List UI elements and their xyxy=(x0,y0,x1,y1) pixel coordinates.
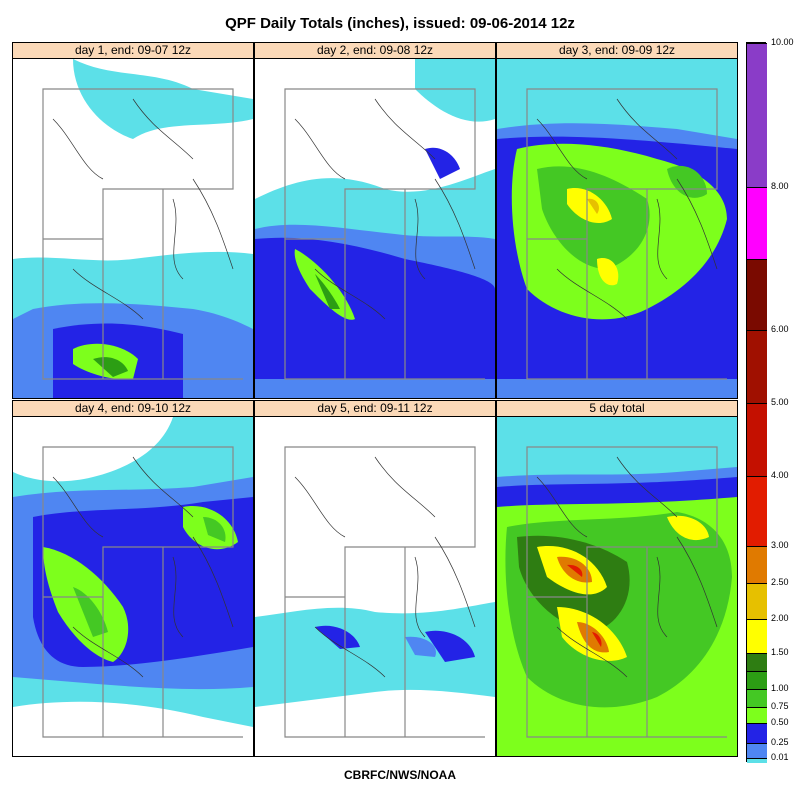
legend-swatch xyxy=(747,671,767,689)
panel-day-5: day 5, end: 09-11 12z xyxy=(254,400,496,757)
color-legend-bar xyxy=(746,42,767,763)
panel-day-3: day 3, end: 09-09 12z xyxy=(496,42,738,399)
legend-tick-label: 6.00 xyxy=(771,324,789,334)
footer-credit: CBRFC/NWS/NOAA xyxy=(344,768,456,782)
legend-swatch xyxy=(747,653,767,671)
panel-5-day-total-map xyxy=(497,417,737,756)
legend-tick-label: 2.50 xyxy=(771,577,789,587)
legend-swatch xyxy=(747,330,767,403)
legend-tick-label: 1.00 xyxy=(771,683,789,693)
panel-day-5-map xyxy=(255,417,495,756)
panel-day-2: day 2, end: 09-08 12z xyxy=(254,42,496,399)
legend-tick-label: 0.75 xyxy=(771,701,789,711)
panel-day-2-map xyxy=(255,59,495,398)
legend-swatch xyxy=(747,259,767,330)
legend-tick-label: 3.00 xyxy=(771,540,789,550)
legend-swatch xyxy=(747,743,767,758)
panel-day-4: day 4, end: 09-10 12z xyxy=(12,400,254,757)
legend-swatch xyxy=(747,476,767,546)
legend-swatch xyxy=(747,723,767,743)
legend-tick-label: 0.25 xyxy=(771,737,789,747)
legend-tick-label: 1.50 xyxy=(771,647,789,657)
panel-day-3-map xyxy=(497,59,737,398)
panel-day-5-header: day 5, end: 09-11 12z xyxy=(255,401,495,417)
panel-day-4-header: day 4, end: 09-10 12z xyxy=(13,401,253,417)
legend-tick-label: 0.50 xyxy=(771,717,789,727)
legend-tick-label: 8.00 xyxy=(771,181,789,191)
legend-tick-label: 0.01 xyxy=(771,752,789,762)
panel-5-day-total: 5 day total xyxy=(496,400,738,757)
panel-day-2-header: day 2, end: 09-08 12z xyxy=(255,43,495,59)
legend-swatch xyxy=(747,758,767,763)
panel-5-day-total-header: 5 day total xyxy=(497,401,737,417)
panel-day-3-header: day 3, end: 09-09 12z xyxy=(497,43,737,59)
legend-swatch xyxy=(747,619,767,653)
legend-swatch xyxy=(747,583,767,619)
panel-day-4-map xyxy=(13,417,253,756)
chart-title: QPF Daily Totals (inches), issued: 09-06… xyxy=(225,15,575,32)
legend-tick-label: 10.00 xyxy=(771,37,794,47)
panel-day-1-header: day 1, end: 09-07 12z xyxy=(13,43,253,59)
panel-day-1: day 1, end: 09-07 12z xyxy=(12,42,254,399)
legend-swatch xyxy=(747,187,767,259)
legend-tick-label: 5.00 xyxy=(771,397,789,407)
legend-swatch xyxy=(747,707,767,723)
legend-swatch xyxy=(747,43,767,187)
legend-tick-label: 2.00 xyxy=(771,613,789,623)
legend-swatch xyxy=(747,403,767,476)
panel-day-1-map xyxy=(13,59,253,398)
legend-tick-label: 4.00 xyxy=(771,470,789,480)
legend-swatch xyxy=(747,546,767,583)
legend-swatch xyxy=(747,689,767,707)
